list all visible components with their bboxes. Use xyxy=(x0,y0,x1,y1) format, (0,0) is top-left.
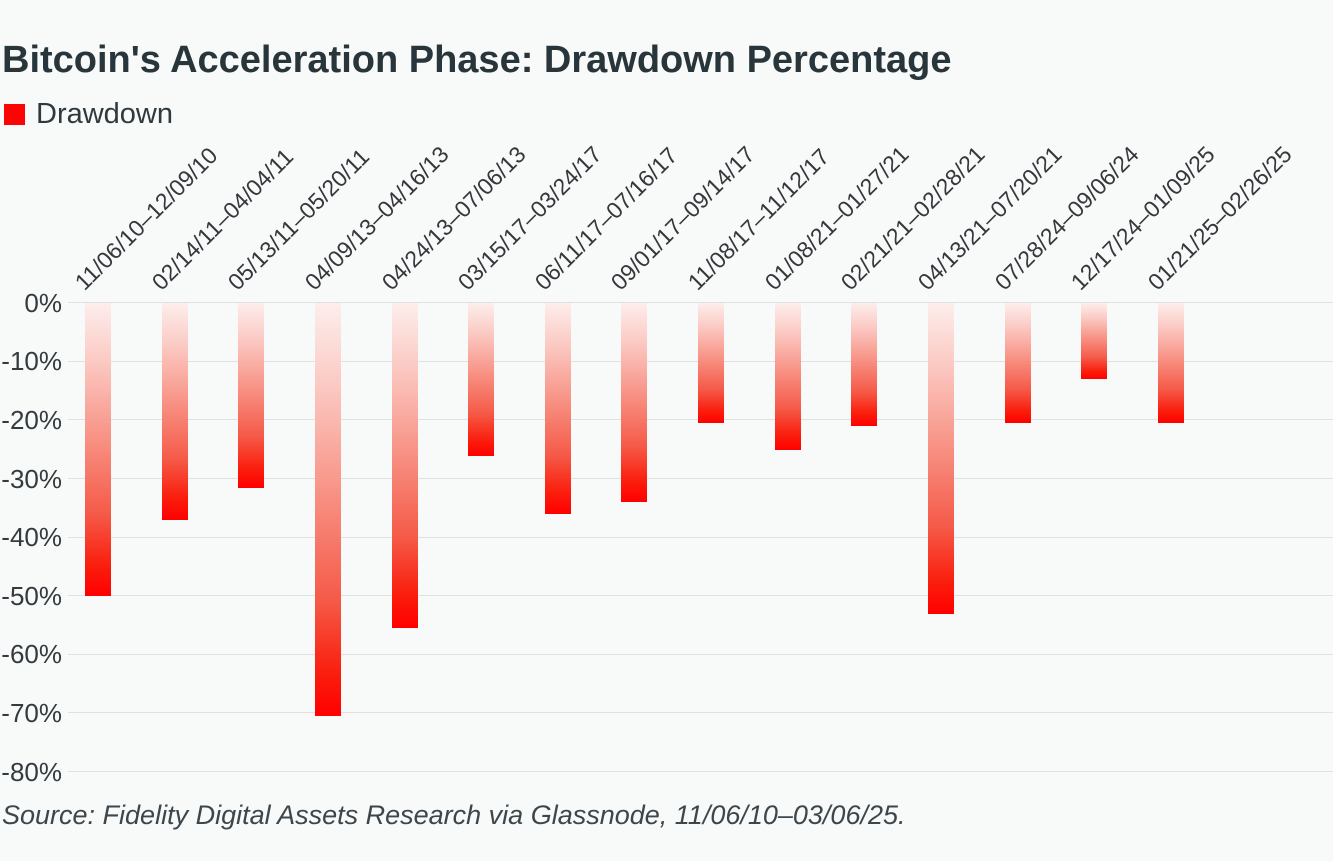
drawdown-bar xyxy=(85,303,111,597)
x-axis-tick-label: 02/14/11–04/04/11 xyxy=(146,143,298,295)
x-axis-tick-label: 09/01/17–09/14/17 xyxy=(606,140,761,295)
x-axis-tick-label: 12/17/24–01/09/25 xyxy=(1065,140,1220,295)
gridline xyxy=(68,653,1333,655)
x-axis-tick-label: 03/15/17–03/24/17 xyxy=(452,140,607,295)
drawdown-bar xyxy=(1157,303,1184,424)
gridline xyxy=(68,712,1333,714)
x-axis-tick-label: 02/21/21–02/28/21 xyxy=(836,140,991,295)
gridline xyxy=(68,595,1333,597)
drawdown-bar xyxy=(1004,303,1031,424)
source-note: Source: Fidelity Digital Assets Research… xyxy=(2,800,906,830)
gridline xyxy=(68,536,1333,538)
y-axis-tick-label: -10% xyxy=(1,346,62,377)
drawdown-bar xyxy=(161,303,188,520)
chart-title: Bitcoin's Acceleration Phase: Drawdown P… xyxy=(2,39,952,81)
x-axis-tick-label: 05/13/11–05/20/11 xyxy=(222,143,375,295)
drawdown-bar xyxy=(468,303,495,456)
y-axis-tick-label: -70% xyxy=(1,697,62,728)
x-axis-tick-label: 04/09/13–04/16/13 xyxy=(299,140,454,295)
y-axis-tick-label: -50% xyxy=(1,580,62,611)
x-axis-tick-label: 04/13/21–07/20/21 xyxy=(912,140,1067,295)
y-axis-tick-label: -80% xyxy=(1,756,62,787)
x-axis-tick-label: 06/11/17–07/16/17 xyxy=(529,141,683,295)
x-axis-tick-label: 01/08/21–01/27/21 xyxy=(759,140,914,295)
x-axis-tick-label: 04/24/13–07/06/13 xyxy=(376,140,531,295)
drawdown-bar xyxy=(314,303,341,717)
y-axis-tick-label: -60% xyxy=(1,639,62,670)
x-axis-tick-label: 11/06/10–12/09/10 xyxy=(69,141,223,295)
x-axis-tick-label: 11/08/17–11/12/17 xyxy=(682,143,835,295)
drawdown-bar xyxy=(1081,303,1108,380)
drawdown-bar xyxy=(621,303,648,503)
legend-label: Drawdown xyxy=(36,98,173,130)
drawdown-bar xyxy=(544,303,571,515)
y-axis-tick-label: -40% xyxy=(1,522,62,553)
y-axis-tick-label: -20% xyxy=(1,404,62,435)
drawdown-bar xyxy=(238,303,265,488)
drawdown-bar xyxy=(774,303,801,450)
gridline xyxy=(68,771,1333,772)
drawdown-bar xyxy=(928,303,955,614)
gridline xyxy=(68,478,1333,479)
legend: Drawdown xyxy=(4,100,173,129)
gridline xyxy=(68,302,1333,304)
legend-swatch-icon xyxy=(4,104,25,125)
y-axis-tick-label: -30% xyxy=(1,463,62,494)
x-axis-tick-label: 07/28/24–09/06/24 xyxy=(989,140,1144,295)
drawdown-bar xyxy=(391,303,418,629)
drawdown-bar xyxy=(851,303,878,427)
drawdown-bar xyxy=(698,303,725,424)
y-axis-tick-label: 0% xyxy=(24,287,62,318)
x-axis-tick-label: 01/21/25–02/26/25 xyxy=(1142,140,1297,295)
